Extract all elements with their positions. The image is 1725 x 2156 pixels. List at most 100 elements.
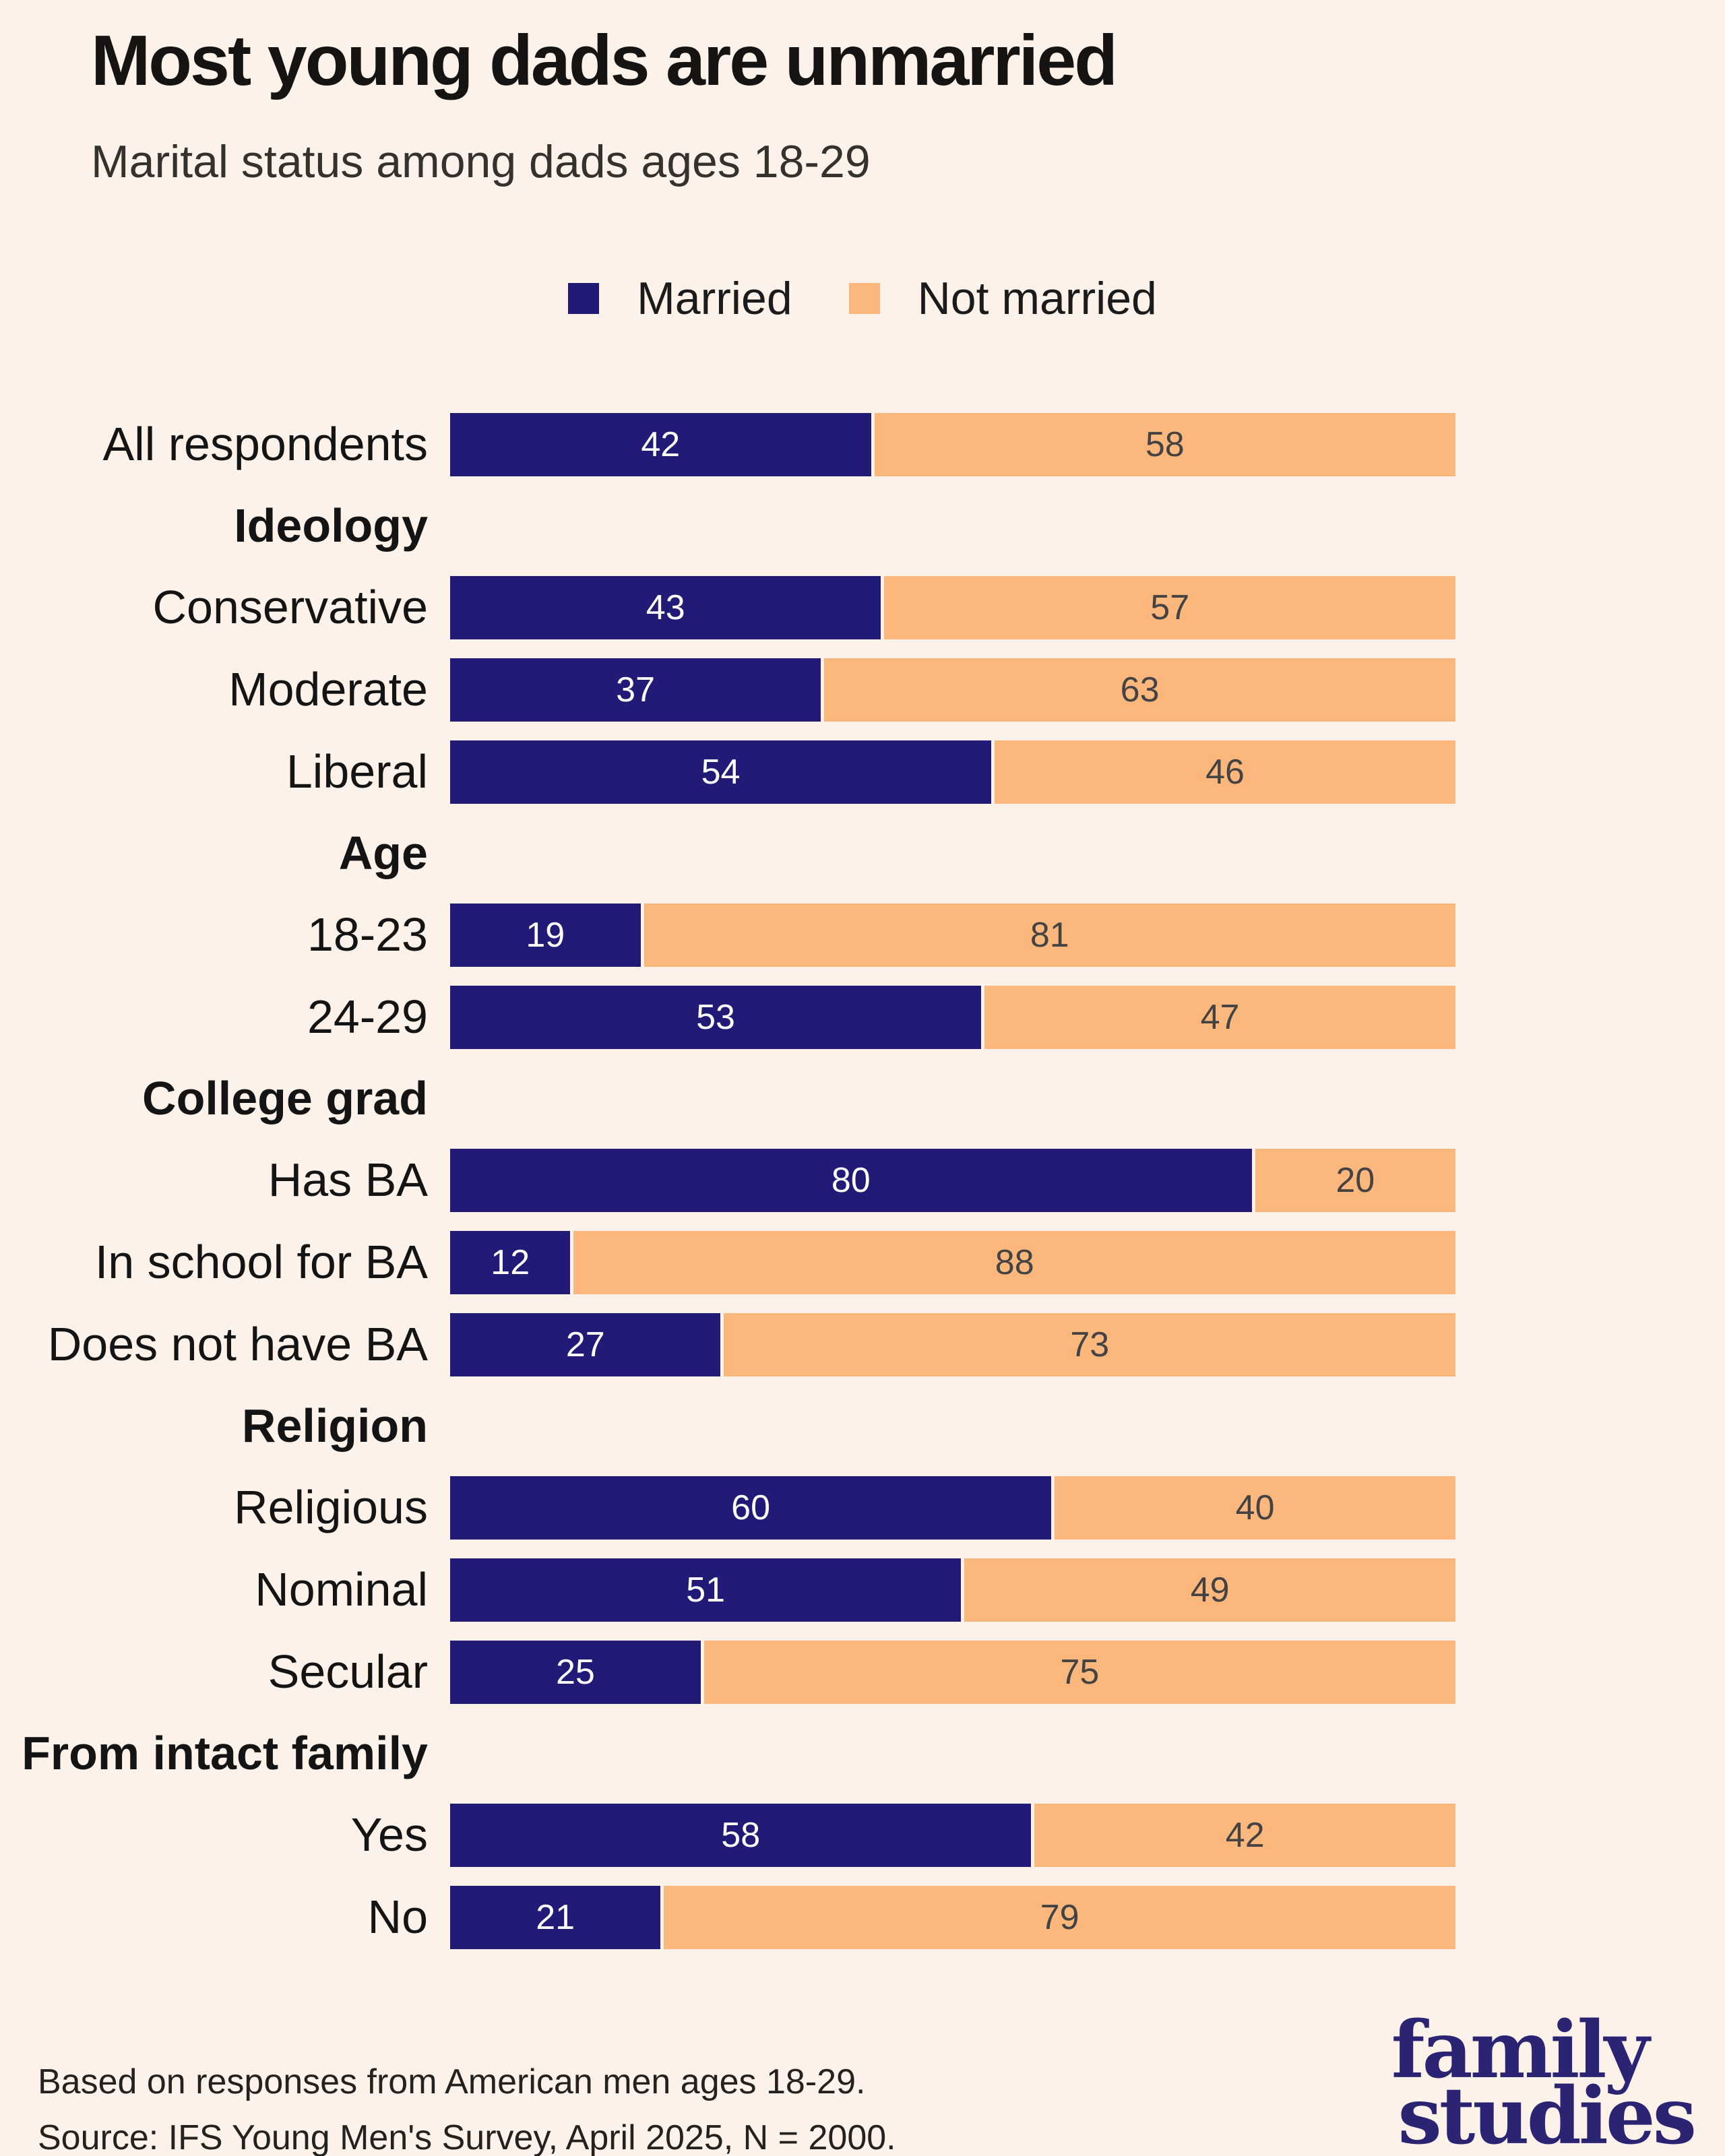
chart-rows: All respondents 42 58 Ideology Conservative 4… bbox=[0, 413, 1725, 1949]
segment-married: 60 bbox=[450, 1476, 1052, 1540]
segment-value: 37 bbox=[616, 670, 656, 709]
segment-value: 42 bbox=[641, 425, 681, 464]
segment-value: 58 bbox=[1145, 425, 1185, 464]
group-header-row: Age bbox=[0, 823, 1725, 885]
group-header: Ideology bbox=[234, 499, 428, 552]
segment-married: 54 bbox=[450, 740, 991, 804]
bar-track: 51 49 bbox=[450, 1558, 1455, 1622]
segment-value: 81 bbox=[1030, 916, 1069, 955]
segment-not-married: 79 bbox=[664, 1886, 1455, 1949]
group-header: Religion bbox=[241, 1399, 428, 1453]
page-subtitle: Marital status among dads ages 18-29 bbox=[91, 136, 871, 187]
row-label: Conservative bbox=[152, 581, 428, 634]
legend: Married Not married bbox=[0, 272, 1725, 325]
segment-value: 58 bbox=[721, 1816, 761, 1855]
segment-not-married: 73 bbox=[724, 1313, 1455, 1376]
segment-married: 19 bbox=[450, 903, 641, 967]
segment-not-married: 58 bbox=[874, 413, 1455, 476]
bar-row: Does not have BA 27 73 bbox=[0, 1313, 1725, 1376]
bar-track: 27 73 bbox=[450, 1313, 1455, 1376]
segment-not-married: 46 bbox=[994, 740, 1455, 804]
legend-label-married: Married bbox=[637, 273, 792, 324]
segment-not-married: 88 bbox=[573, 1231, 1455, 1294]
row-label: Liberal bbox=[286, 745, 428, 798]
segment-value: 73 bbox=[1070, 1325, 1110, 1364]
legend-item-not-married: Not married bbox=[848, 272, 1157, 325]
segment-married: 80 bbox=[450, 1149, 1252, 1212]
segment-value: 63 bbox=[1120, 670, 1160, 709]
legend-swatch-not-married bbox=[848, 283, 880, 314]
bar-row: Nominal 51 49 bbox=[0, 1558, 1725, 1622]
group-header-row: From intact family bbox=[0, 1723, 1725, 1785]
bar-row: No 21 79 bbox=[0, 1886, 1725, 1949]
segment-value: 27 bbox=[565, 1325, 605, 1364]
segment-married: 53 bbox=[450, 986, 982, 1049]
segment-value: 88 bbox=[995, 1243, 1034, 1282]
segment-not-married: 40 bbox=[1055, 1476, 1455, 1540]
segment-value: 25 bbox=[555, 1653, 595, 1692]
segment-not-married: 63 bbox=[824, 658, 1455, 722]
segment-value: 60 bbox=[731, 1488, 771, 1527]
row-label: Has BA bbox=[268, 1153, 428, 1207]
segment-value: 43 bbox=[646, 588, 685, 627]
bar-row: Conservative 43 57 bbox=[0, 576, 1725, 639]
segment-not-married: 20 bbox=[1255, 1149, 1455, 1212]
bar-track: 12 88 bbox=[450, 1231, 1455, 1294]
bar-track: 80 20 bbox=[450, 1149, 1455, 1212]
segment-value: 75 bbox=[1060, 1653, 1100, 1692]
logo-family-studies: family studies bbox=[1391, 2011, 1697, 2156]
segment-value: 19 bbox=[526, 916, 565, 955]
bar-track: 53 47 bbox=[450, 986, 1455, 1049]
bar-track: 19 81 bbox=[450, 903, 1455, 967]
bar-row: Liberal 54 46 bbox=[0, 740, 1725, 804]
group-header-row: College grad bbox=[0, 1068, 1725, 1130]
segment-married: 43 bbox=[450, 576, 881, 639]
row-label: Yes bbox=[350, 1808, 428, 1862]
segment-not-married: 49 bbox=[964, 1558, 1455, 1622]
segment-value: 40 bbox=[1235, 1488, 1275, 1527]
row-label: Religious bbox=[234, 1481, 428, 1534]
logo-line-studies: studies bbox=[1398, 2070, 1697, 2156]
bar-track: 42 58 bbox=[450, 413, 1455, 476]
segment-value: 79 bbox=[1040, 1898, 1079, 1937]
segment-married: 12 bbox=[450, 1231, 571, 1294]
row-label: No bbox=[367, 1891, 428, 1944]
footer: Based on responses from American men age… bbox=[38, 2054, 896, 2156]
segment-value: 53 bbox=[696, 998, 735, 1037]
legend-swatch-married bbox=[568, 283, 600, 314]
group-header: From intact family bbox=[22, 1727, 428, 1780]
segment-married: 58 bbox=[450, 1804, 1032, 1867]
bar-row: 24-29 53 47 bbox=[0, 986, 1725, 1049]
segment-married: 51 bbox=[450, 1558, 962, 1622]
segment-value: 46 bbox=[1205, 753, 1245, 792]
bar-row: All respondents 42 58 bbox=[0, 413, 1725, 476]
segment-value: 54 bbox=[701, 753, 741, 792]
bar-row: In school for BA 12 88 bbox=[0, 1231, 1725, 1294]
bar-row: 18-23 19 81 bbox=[0, 903, 1725, 967]
segment-not-married: 57 bbox=[884, 576, 1455, 639]
bar-track: 58 42 bbox=[450, 1804, 1455, 1867]
row-label: In school for BA bbox=[94, 1236, 428, 1289]
segment-not-married: 42 bbox=[1034, 1804, 1455, 1867]
bar-track: 21 79 bbox=[450, 1886, 1455, 1949]
segment-value: 21 bbox=[536, 1898, 575, 1937]
segment-value: 47 bbox=[1200, 998, 1240, 1037]
bar-row: Has BA 80 20 bbox=[0, 1149, 1725, 1212]
bar-row: Moderate 37 63 bbox=[0, 658, 1725, 722]
footer-source: Source: IFS Young Men's Survey, April 20… bbox=[38, 2118, 896, 2156]
legend-item-married: Married bbox=[568, 272, 792, 325]
row-label: All respondents bbox=[102, 418, 428, 471]
segment-married: 42 bbox=[450, 413, 871, 476]
segment-not-married: 81 bbox=[644, 903, 1455, 967]
bar-track: 43 57 bbox=[450, 576, 1455, 639]
bar-row: Secular 25 75 bbox=[0, 1641, 1725, 1704]
bar-row: Yes 58 42 bbox=[0, 1804, 1725, 1867]
segment-value: 42 bbox=[1225, 1816, 1265, 1855]
bar-track: 54 46 bbox=[450, 740, 1455, 804]
group-header-row: Religion bbox=[0, 1395, 1725, 1457]
segment-married: 27 bbox=[450, 1313, 721, 1376]
segment-value: 80 bbox=[831, 1161, 871, 1200]
segment-married: 37 bbox=[450, 658, 821, 722]
row-label: 24-29 bbox=[307, 990, 428, 1044]
segment-married: 21 bbox=[450, 1886, 661, 1949]
